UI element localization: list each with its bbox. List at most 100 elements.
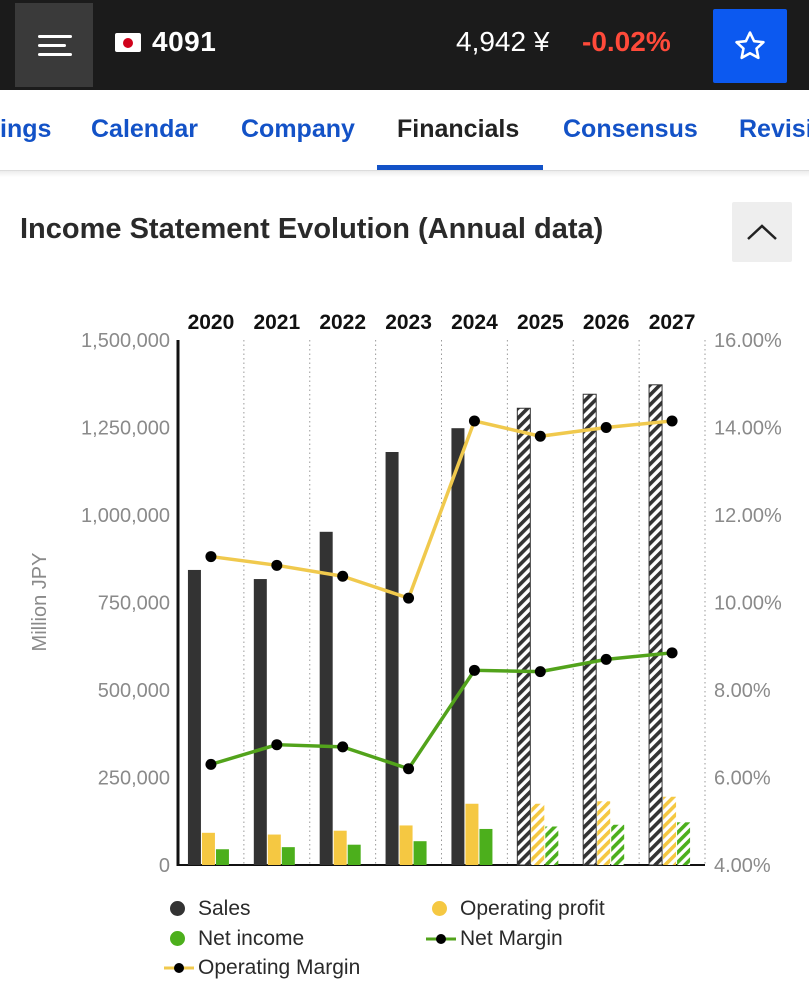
y-tick-label: 1,500,000 xyxy=(81,330,170,352)
favorite-button[interactable] xyxy=(713,9,787,83)
tab-company[interactable]: Company xyxy=(241,115,355,143)
legend-label: Net Margin xyxy=(460,927,563,950)
tab-financials[interactable]: Financials xyxy=(397,115,520,143)
legend-operating-margin[interactable]: Operating Margin xyxy=(164,956,424,982)
legend-swatch xyxy=(170,901,185,916)
operating-profit-bar xyxy=(465,803,479,865)
collapse-button[interactable] xyxy=(732,202,792,262)
net-income-bar xyxy=(479,828,493,865)
tab-earnings[interactable]: ings xyxy=(0,115,52,143)
menu-button[interactable] xyxy=(15,3,93,87)
sales-bar xyxy=(451,428,465,865)
legend-net-margin[interactable]: Net Margin xyxy=(426,927,666,953)
category-label: 2025 xyxy=(517,311,564,334)
sales-bar xyxy=(187,569,201,865)
operating-margin-point xyxy=(337,570,349,582)
operating-margin-point xyxy=(205,551,217,563)
net-margin-point xyxy=(403,763,415,775)
net-margin-point xyxy=(337,741,349,753)
category-label: 2024 xyxy=(451,311,498,334)
chevron-up-icon xyxy=(747,224,777,240)
net-margin-point xyxy=(271,739,283,751)
y-tick-label: 1,250,000 xyxy=(81,418,170,440)
sales-bar xyxy=(582,393,597,866)
y2-tick-label: 8.00% xyxy=(714,680,771,702)
active-tab-indicator xyxy=(377,165,543,170)
net-income-bar xyxy=(611,824,625,865)
sales-bar xyxy=(516,407,531,866)
operating-margin-line xyxy=(210,419,673,600)
legend-label: Sales xyxy=(198,897,251,920)
stock-price: 4,942 ¥ xyxy=(456,26,550,57)
category-label: 2026 xyxy=(583,311,630,334)
y2-tick-label: 16.00% xyxy=(714,330,782,352)
y-tick-label: 1,000,000 xyxy=(81,505,170,527)
operating-margin-point xyxy=(534,430,546,442)
operating-profit-bar xyxy=(663,796,677,865)
tabbar-shadow xyxy=(0,171,809,177)
legend-label: Operating profit xyxy=(460,897,605,920)
legend-swatch xyxy=(432,901,447,916)
net-income-bar xyxy=(215,849,229,865)
sales-bar xyxy=(253,579,267,865)
japan-flag-icon xyxy=(115,33,141,52)
net-income-bar xyxy=(413,841,427,865)
operating-profit-bar xyxy=(531,803,545,865)
net-income-bar xyxy=(677,822,691,865)
chart-legend: Sales Operating profit Net income Net Ma… xyxy=(0,892,809,987)
operating-profit-bar xyxy=(201,832,215,865)
sales-bar xyxy=(319,531,333,865)
y2-tick-label: 10.00% xyxy=(714,593,782,615)
y-axis-title: Million JPY xyxy=(29,553,51,652)
net-margin-line xyxy=(210,651,673,771)
net-margin-point xyxy=(666,647,678,659)
legend-sales[interactable]: Sales xyxy=(164,897,404,923)
net-income-bar xyxy=(545,826,559,865)
category-label: 2027 xyxy=(649,311,696,334)
legend-swatch xyxy=(170,931,185,946)
category-label: 2023 xyxy=(385,311,432,334)
y-tick-label: 250,000 xyxy=(98,768,170,790)
section-tabs: ings Calendar Company Financials Consens… xyxy=(0,90,809,171)
operating-margin-point xyxy=(666,415,678,427)
legend-line-swatch xyxy=(426,934,456,944)
sales-bar xyxy=(648,384,663,866)
star-icon xyxy=(735,31,765,60)
category-label: 2021 xyxy=(253,311,300,334)
y2-tick-label: 4.00% xyxy=(714,855,771,877)
ticker-symbol: 4091 xyxy=(152,26,217,57)
income-statement-chart: 0 250,000 500,000 750,000 1,000,000 1,250,000… xyxy=(29,311,782,877)
net-margin-point xyxy=(534,666,546,678)
legend-label: Operating Margin xyxy=(198,956,361,979)
legend-line-swatch xyxy=(164,963,194,973)
y-tick-label: 750,000 xyxy=(98,593,170,615)
operating-margin-point xyxy=(271,559,283,571)
tab-revisions[interactable]: Revisi xyxy=(739,115,809,143)
tab-calendar[interactable]: Calendar xyxy=(91,115,198,143)
sales-bar xyxy=(385,452,399,865)
y2-tick-label: 14.00% xyxy=(714,418,782,440)
net-income-bar xyxy=(347,844,361,865)
net-margin-point xyxy=(468,664,480,676)
net-margin-point xyxy=(600,653,612,665)
category-label: 2022 xyxy=(319,311,366,334)
y2-tick-label: 6.00% xyxy=(714,768,771,790)
operating-profit-bar xyxy=(333,830,347,865)
top-bar: 4091 4,942 ¥ -0.02% xyxy=(0,0,809,90)
legend-net-income[interactable]: Net income xyxy=(164,927,404,953)
legend-label: Net income xyxy=(198,927,305,950)
category-label: 2020 xyxy=(188,311,235,334)
operating-margin-point xyxy=(403,592,415,604)
operating-profit-bar xyxy=(597,801,611,865)
net-margin-point xyxy=(205,758,217,770)
tab-consensus[interactable]: Consensus xyxy=(563,115,698,143)
net-income-bar xyxy=(281,847,295,865)
operating-profit-bar xyxy=(267,834,281,865)
operating-profit-bar xyxy=(399,825,413,865)
operating-margin-point xyxy=(600,422,612,433)
operating-margin-point xyxy=(468,415,480,427)
price-change: -0.02% xyxy=(582,26,671,57)
y2-tick-label: 12.00% xyxy=(714,505,782,527)
y-tick-label: 500,000 xyxy=(98,680,170,702)
legend-operating-profit[interactable]: Operating profit xyxy=(426,897,666,923)
